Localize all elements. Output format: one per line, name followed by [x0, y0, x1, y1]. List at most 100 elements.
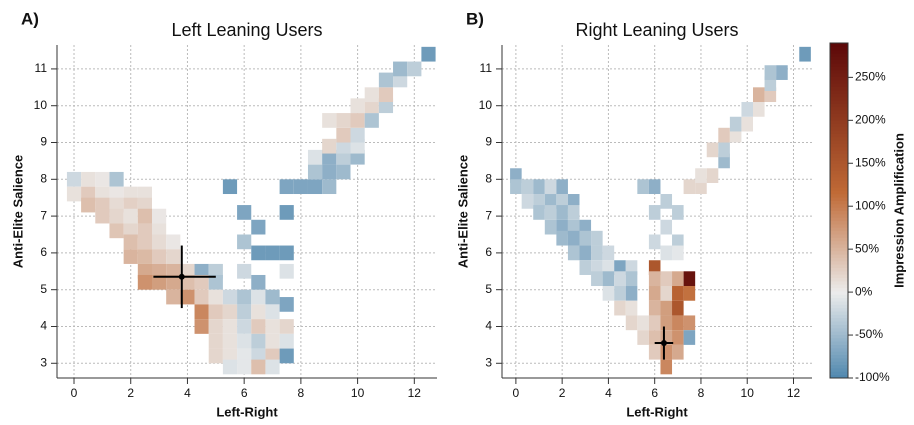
- heatmap-cell: [602, 245, 615, 261]
- colorbar-segment: [830, 197, 848, 201]
- colorbar-segment: [830, 213, 848, 218]
- heatmap-cell: [336, 138, 351, 154]
- heatmap-cell: [194, 289, 209, 305]
- colorbar-segment: [830, 177, 848, 181]
- heatmap-cell: [350, 127, 365, 143]
- colorbar-segment: [830, 311, 848, 315]
- heatmap-cell: [166, 234, 181, 250]
- colorbar-segment: [830, 166, 848, 171]
- heatmap-cell: [208, 333, 223, 349]
- colorbar-segment: [830, 374, 848, 379]
- heatmap-cell: [194, 274, 209, 290]
- heatmap-cell: [510, 168, 522, 183]
- heatmap-cell: [776, 65, 788, 80]
- colorbar-segment: [830, 120, 848, 124]
- y-axis-label: Anti-Elite Salience: [10, 155, 25, 268]
- heatmap-cell: [66, 186, 82, 202]
- colorbar-segment: [830, 156, 848, 161]
- y-tick-label: 9: [40, 135, 47, 149]
- y-tick-label: 5: [40, 282, 47, 296]
- heatmap-cell: [265, 359, 280, 375]
- heatmap-cell: [706, 168, 719, 183]
- heatmap-cell: [729, 127, 742, 143]
- heatmap-cell: [660, 219, 673, 235]
- colorbar-segment: [830, 180, 848, 185]
- colorbar-frame: [829, 42, 849, 379]
- heatmap-cell: [660, 271, 673, 287]
- x-tick-label: 4: [605, 386, 612, 400]
- colorbar-segment: [830, 331, 848, 335]
- colorbar-segment: [830, 317, 848, 322]
- heatmap-cell: [364, 87, 379, 103]
- heatmap-cell: [648, 300, 661, 316]
- heatmap-cell: [718, 142, 730, 158]
- colorbar-segment: [830, 53, 848, 57]
- heatmap-cell: [421, 46, 436, 62]
- heatmap-cell: [81, 171, 96, 187]
- colorbar-segment: [830, 56, 848, 61]
- colorbar-segment: [830, 233, 848, 238]
- heatmap-cell: [378, 72, 394, 88]
- heatmap-cell: [648, 179, 661, 195]
- colorbar-segment: [830, 250, 848, 255]
- colorbar-segment: [830, 163, 848, 168]
- heatmap-cell: [137, 223, 152, 239]
- heatmap-cell: [695, 168, 707, 183]
- heatmap-cell: [533, 205, 545, 220]
- colorbar-tick-label: -50%: [855, 327, 883, 341]
- colorbar-segment: [830, 223, 848, 228]
- x-tick-label: 8: [298, 386, 305, 400]
- colorbar-segment: [830, 190, 848, 195]
- heatmap-cell: [648, 315, 661, 331]
- heatmap-cell: [753, 87, 765, 103]
- heatmap-cell: [109, 223, 124, 239]
- heatmap-cell: [764, 76, 777, 91]
- heatmap-cell: [407, 61, 422, 77]
- heatmap-cell: [350, 113, 365, 128]
- heatmap-cell: [322, 138, 337, 154]
- colorbar-segment: [830, 341, 848, 345]
- colorbar-segment: [830, 140, 848, 144]
- colorbar-segment: [830, 344, 848, 349]
- heatmap-cell: [336, 113, 351, 128]
- heatmap-cell: [544, 219, 557, 235]
- colorbar-segment: [830, 59, 848, 64]
- colorbar-segment: [830, 106, 848, 111]
- heatmap-cell: [279, 319, 294, 334]
- colorbar-segment: [830, 357, 848, 362]
- colorbar-segment: [830, 307, 848, 312]
- x-tick-label: 0: [71, 386, 78, 400]
- heatmap-cell: [567, 194, 580, 209]
- colorbar-segment: [830, 287, 848, 292]
- heatmap-cell: [614, 300, 626, 316]
- colorbar-segment: [830, 150, 848, 155]
- colorbar-segment: [830, 86, 848, 91]
- heatmap-cell: [660, 315, 673, 331]
- colorbar-segment: [830, 200, 848, 205]
- colorbar-segment: [830, 173, 848, 178]
- colorbar-segment: [830, 116, 848, 121]
- colorbar-segment: [830, 247, 848, 252]
- heatmap-cell: [208, 348, 223, 364]
- heatmap-cell: [222, 333, 238, 349]
- y-tick-label: 10: [34, 98, 48, 112]
- colorbar-tick-label: 0%: [855, 284, 873, 298]
- heatmap-cell: [322, 179, 337, 195]
- x-tick-label: 4: [184, 386, 191, 400]
- colorbar-segment: [830, 69, 848, 74]
- colorbar-segment: [830, 347, 848, 352]
- heatmap-cell: [237, 359, 252, 375]
- colorbar-segment: [830, 83, 848, 88]
- colorbar-segment: [830, 46, 848, 51]
- heatmap-cell: [660, 300, 673, 316]
- heatmap-cell: [718, 153, 730, 169]
- colorbar-segment: [830, 130, 848, 134]
- heatmap-cell: [307, 149, 323, 165]
- heatmap-cell: [556, 219, 568, 235]
- colorbar-segment: [830, 284, 848, 289]
- heatmap-cell: [307, 164, 323, 180]
- colorbar-segment: [830, 220, 848, 225]
- x-tick-label: 6: [241, 386, 248, 400]
- heatmap-cell: [683, 315, 696, 331]
- y-tick-label: 5: [485, 282, 492, 296]
